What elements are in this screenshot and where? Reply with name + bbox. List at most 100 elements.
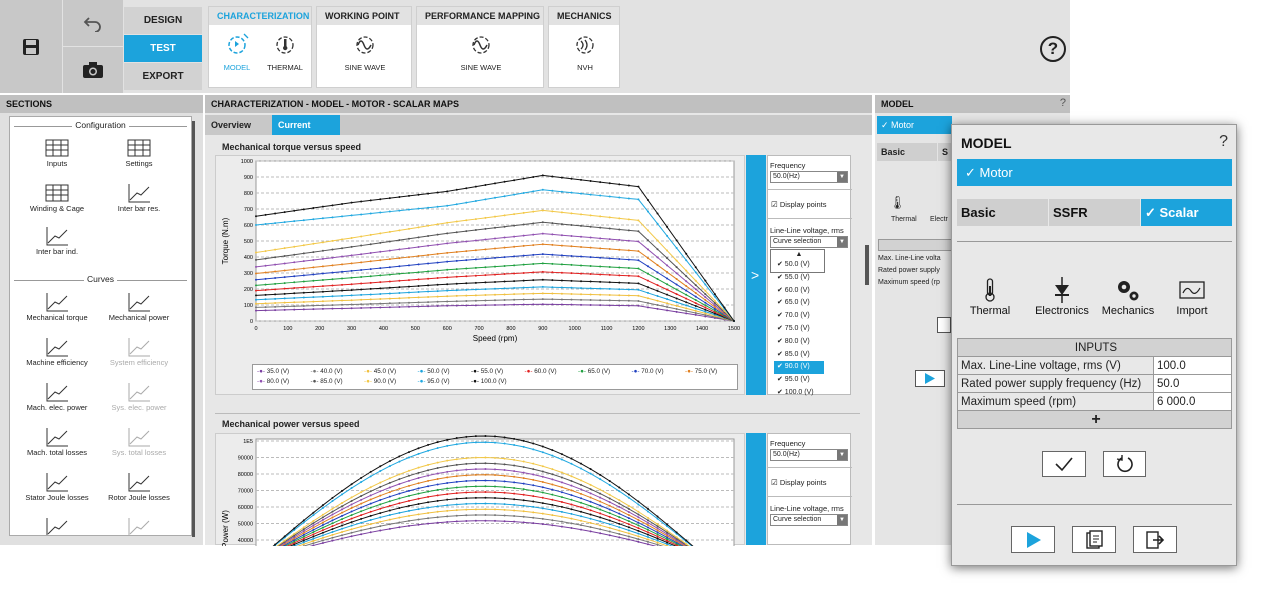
data-point [321,536,324,539]
dropdown-option[interactable]: ✔ 90.0 (V) [774,361,824,375]
data-point [618,505,621,508]
ribbon-nvh-button[interactable]: NVH [557,29,613,72]
data-point [369,233,372,236]
section-curve-rotor-joule-losses[interactable]: Rotor Joule losses [98,471,180,502]
sections-scrollbar[interactable] [192,121,195,537]
tab-basic[interactable]: Basic [957,199,1048,226]
ribbon-thermal-button[interactable]: THERMAL [257,29,313,72]
tab-ssfr[interactable]: SSFR [1049,199,1140,226]
import-button[interactable]: Import [1158,275,1226,317]
data-point [302,535,305,538]
run-button[interactable] [1011,526,1055,553]
dropdown-option[interactable]: ✔ 50.0 (V) [777,261,810,268]
dropdown-option[interactable]: ✔ 70.0 (V) [777,312,810,320]
mode-design[interactable]: DESIGN [124,7,202,34]
help-button[interactable]: ? [1040,36,1066,62]
data-point [494,215,496,218]
mode-test[interactable]: TEST [124,35,202,62]
section-curve-machine-efficiency[interactable]: Machine efficiency [16,336,98,367]
dropdown-option[interactable]: ✔ 95.0 (V) [777,376,810,384]
curve-selection-select-2[interactable]: Curve selection ▼ [770,514,848,526]
data-point [379,481,382,484]
tab-current[interactable]: Current [272,115,340,135]
data-point [436,505,439,508]
section-curve-sys-total-losses[interactable]: Sys. total losses [98,426,180,457]
display-points-checkbox[interactable]: ☑ Display points [771,200,827,209]
section-inter-bar-res[interactable]: Inter bar res. [98,182,180,213]
undo-button[interactable] [63,0,123,46]
data-point [656,307,659,310]
frequency-select[interactable]: 50.0(Hz) ▼ [770,171,848,183]
section-curve-mechanical-torque[interactable]: Mechanical torque [16,291,98,322]
section-curve-more-2[interactable] [98,516,180,535]
data-point [503,225,506,228]
ribbon-model-button[interactable]: MODEL [209,29,265,72]
tab-overview[interactable]: Overview [211,120,252,130]
expand-options-button-2[interactable] [746,433,766,545]
electronics-button[interactable]: Electronics [1028,275,1096,317]
legend-label: 80.0 (V) [266,378,290,385]
motor-item[interactable]: ✓ Motor [957,159,1232,186]
reset-button[interactable] [1103,451,1146,477]
section-curve-stator-joule-losses[interactable]: Stator Joule losses [16,471,98,502]
main-scrollbar[interactable] [865,245,869,285]
data-point [608,195,611,198]
section-curve-mach-total-losses[interactable]: Mach. total losses [16,426,98,457]
dropdown-option[interactable]: ✔ 75.0 (V) [777,324,810,332]
motor-item[interactable]: ✓ Motor [877,116,952,134]
frequency-field[interactable]: 50.0 [1153,374,1232,393]
dropdown-option[interactable]: ✔ 65.0 (V) [777,299,810,307]
help-icon[interactable]: ? [1219,133,1228,150]
tab-scalar[interactable]: ✓ Scalar [1141,199,1232,226]
add-input-button[interactable]: + [957,410,1232,429]
tab-basic[interactable]: Basic [877,143,937,161]
section-curve-more[interactable] [16,516,98,535]
section-inter-bar-ind[interactable]: Inter bar ind. [16,225,98,256]
data-point [627,274,630,277]
run-button[interactable] [915,370,945,387]
ribbon-item-label: SINE WAVE [344,63,386,72]
mechanics-button[interactable]: Mechanics [1094,275,1162,317]
ribbon-sine-wave-button[interactable]: SINE WAVE [337,29,393,72]
data-point [302,526,305,529]
max-speed-field[interactable]: 6 000.0 [1153,392,1232,411]
section-curve-system-efficiency[interactable]: System efficiency [98,336,180,367]
tab-ssfr[interactable]: S [938,143,952,161]
scroll-up-icon[interactable]: ▲ [795,251,803,258]
data-point [484,238,487,241]
dropdown-option[interactable]: ✔ 80.0 (V) [777,337,810,345]
voltage-field[interactable]: 100.0 [1153,356,1232,375]
save-button[interactable] [0,0,62,93]
section-inputs[interactable]: Inputs [16,137,98,168]
expand-options-button[interactable]: > [746,155,766,395]
data-point [570,479,573,482]
mode-export[interactable]: EXPORT [124,63,202,90]
display-points-checkbox-2[interactable]: ☑ Display points [771,478,827,487]
section-winding-cage[interactable]: Winding & Cage [16,182,98,213]
section-curve-sys-elec-power[interactable]: Sys. elec. power [98,381,180,412]
data-point [293,541,296,544]
dropdown-option[interactable]: ✔ 85.0 (V) [777,350,810,358]
section-curve-mach-elec-power[interactable]: Mach. elec. power [16,381,98,412]
data-point [474,468,477,471]
confirm-button[interactable] [1042,451,1086,477]
screenshot-button[interactable] [63,47,123,93]
data-point [465,457,468,460]
section-settings[interactable]: Settings [98,137,180,168]
dropdown-option[interactable]: ✔ 60.0 (V) [777,286,810,294]
data-point [560,496,563,499]
data-point [321,526,324,529]
curve-selection-select[interactable]: Curve selection ▼ [770,236,848,248]
section-curve-mechanical-power[interactable]: Mechanical power [98,291,180,322]
apply-button[interactable] [937,317,951,333]
thermal-icon[interactable]: 🌡 [889,195,906,210]
frequency-select-2[interactable]: 50.0(Hz) ▼ [770,449,848,461]
report-button[interactable] [1072,526,1116,553]
data-point [474,456,477,459]
dropdown-option[interactable]: ✔ 100.0 (V) [777,388,814,396]
dropdown-option[interactable]: ✔ 55.0 (V) [777,273,810,281]
help-icon[interactable]: ? [1059,97,1066,109]
ribbon-sine-wave-map-button[interactable]: SINE WAVE [453,29,509,72]
export-button[interactable] [1133,526,1177,553]
thermal-button[interactable]: Thermal [956,275,1024,317]
